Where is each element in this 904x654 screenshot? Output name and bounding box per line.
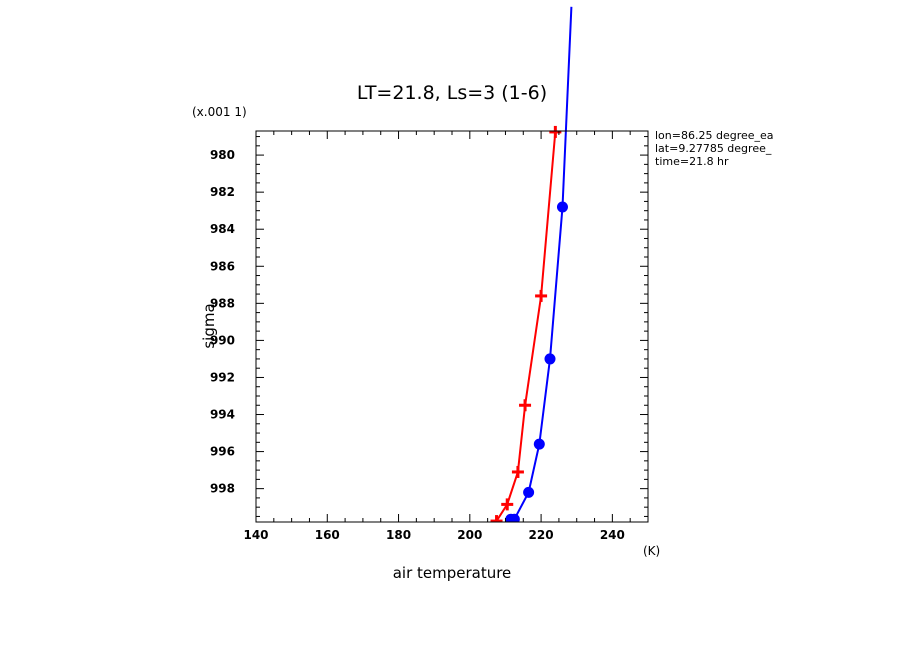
data-point-blue <box>508 513 520 522</box>
y-scale-note: (x.001 1) <box>192 105 247 119</box>
marker-v <box>495 515 499 522</box>
series-line-red <box>495 131 557 522</box>
chart-title: LT=21.8, Ls=3 (1-6) <box>357 82 547 104</box>
marker-v <box>553 125 557 138</box>
data-point-blue <box>523 486 535 498</box>
marker-v <box>539 289 543 302</box>
y-tick-label: 984 <box>210 222 235 236</box>
data-point-blue <box>544 353 556 365</box>
marker-v <box>523 399 527 412</box>
info-lat: lat=9.27785 degree_ <box>655 142 772 155</box>
marker-v <box>516 465 520 478</box>
data-point-blue <box>556 201 568 213</box>
data-point-red <box>511 465 524 478</box>
x-unit-label: (K) <box>643 544 660 558</box>
x-tick-label: 240 <box>600 528 625 542</box>
plot-frame <box>255 130 649 523</box>
x-axis-label: air temperature <box>393 564 512 582</box>
y-tick-label: 990 <box>210 333 235 347</box>
x-tick-label: 140 <box>243 528 268 542</box>
info-time: time=21.8 hr <box>655 155 729 168</box>
y-tick-label: 988 <box>210 296 235 310</box>
data-point-red <box>519 399 532 412</box>
data-point-red <box>549 125 562 138</box>
data-point-red <box>501 498 514 511</box>
x-tick-label: 180 <box>386 528 411 542</box>
marker-v <box>505 498 509 511</box>
x-tick-label: 220 <box>529 528 554 542</box>
y-tick-label: 996 <box>210 445 235 459</box>
data-point-red <box>490 515 503 522</box>
y-tick-label: 986 <box>210 259 235 273</box>
y-axis-label: sigma <box>200 303 218 348</box>
x-tick-label: 160 <box>315 528 340 542</box>
x-tick-label: 200 <box>457 528 482 542</box>
y-tick-label: 994 <box>210 408 235 422</box>
y-tick-label: 982 <box>210 185 235 199</box>
data-point-red <box>535 289 548 302</box>
data-point-blue <box>533 438 545 450</box>
y-tick-label: 992 <box>210 370 235 384</box>
y-tick-label: 998 <box>210 482 235 496</box>
y-tick-label: 980 <box>210 148 235 162</box>
info-lon: lon=86.25 degree_ea <box>655 129 774 142</box>
